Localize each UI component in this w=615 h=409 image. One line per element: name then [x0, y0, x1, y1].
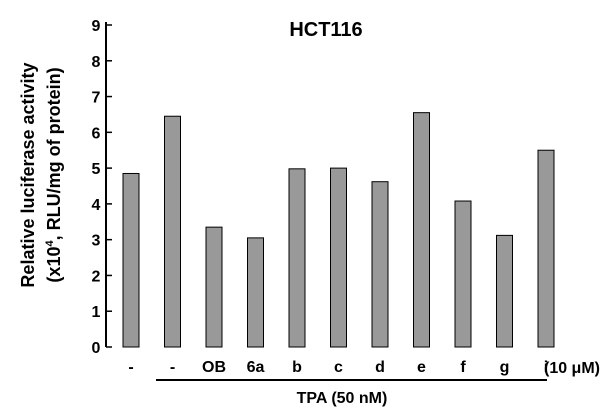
concentration-label: (10 μM)	[544, 360, 600, 377]
bar	[537, 149, 555, 348]
y-tick-label: 6	[92, 125, 101, 142]
x-tick-label: i	[544, 359, 548, 376]
x-tick-label: g	[500, 359, 510, 376]
y-axis-label-superscript: 4	[44, 240, 56, 247]
x-tick-label: OB	[202, 359, 226, 376]
y-tick-label: 8	[92, 54, 101, 71]
y-tick-label: 9	[92, 18, 101, 35]
bar	[413, 112, 430, 348]
y-tick-label: 5	[92, 161, 101, 178]
x-tick-label: c	[334, 359, 343, 376]
x-tick-labels: - - OB 6a b c d e f g i	[128, 359, 548, 376]
y-tick-label: 2	[92, 268, 101, 285]
bar	[371, 181, 389, 348]
bar	[454, 200, 472, 348]
y-tick-label: 4	[92, 197, 101, 214]
treatment-label: TPA (50 nM)	[297, 390, 388, 407]
bar	[330, 167, 347, 348]
x-tick-label: -	[170, 359, 175, 376]
y-tick-label: 7	[92, 90, 101, 107]
y-tick-label: 3	[92, 233, 101, 250]
bar	[288, 168, 306, 348]
y-tick-label: 1	[92, 304, 101, 321]
y-axis-label-prefix: (x10	[44, 247, 64, 283]
bar	[164, 115, 181, 348]
y-axis-label-line1: Relative luciferase activity	[18, 62, 38, 287]
y-axis-label-line2: (x104, RLU/mg of protein)	[44, 67, 64, 282]
bar	[247, 237, 264, 348]
x-tick-label: f	[460, 359, 466, 376]
y-tick-label: 0	[92, 340, 101, 357]
x-tick-label: d	[375, 359, 385, 376]
y-axis-label-suffix: , RLU/mg of protein)	[44, 67, 64, 240]
x-tick-label: b	[292, 359, 302, 376]
bar	[496, 234, 513, 348]
bars	[122, 112, 555, 348]
y-ticks: 0 1 2 3 4 5 6 7 8 9	[92, 18, 112, 357]
x-tick-label: e	[417, 359, 426, 376]
chart-title: HCT116	[289, 19, 362, 41]
x-tick-label: -	[128, 359, 133, 376]
x-tick-label: 6a	[247, 359, 265, 376]
bar	[205, 226, 223, 348]
bar	[122, 172, 140, 348]
